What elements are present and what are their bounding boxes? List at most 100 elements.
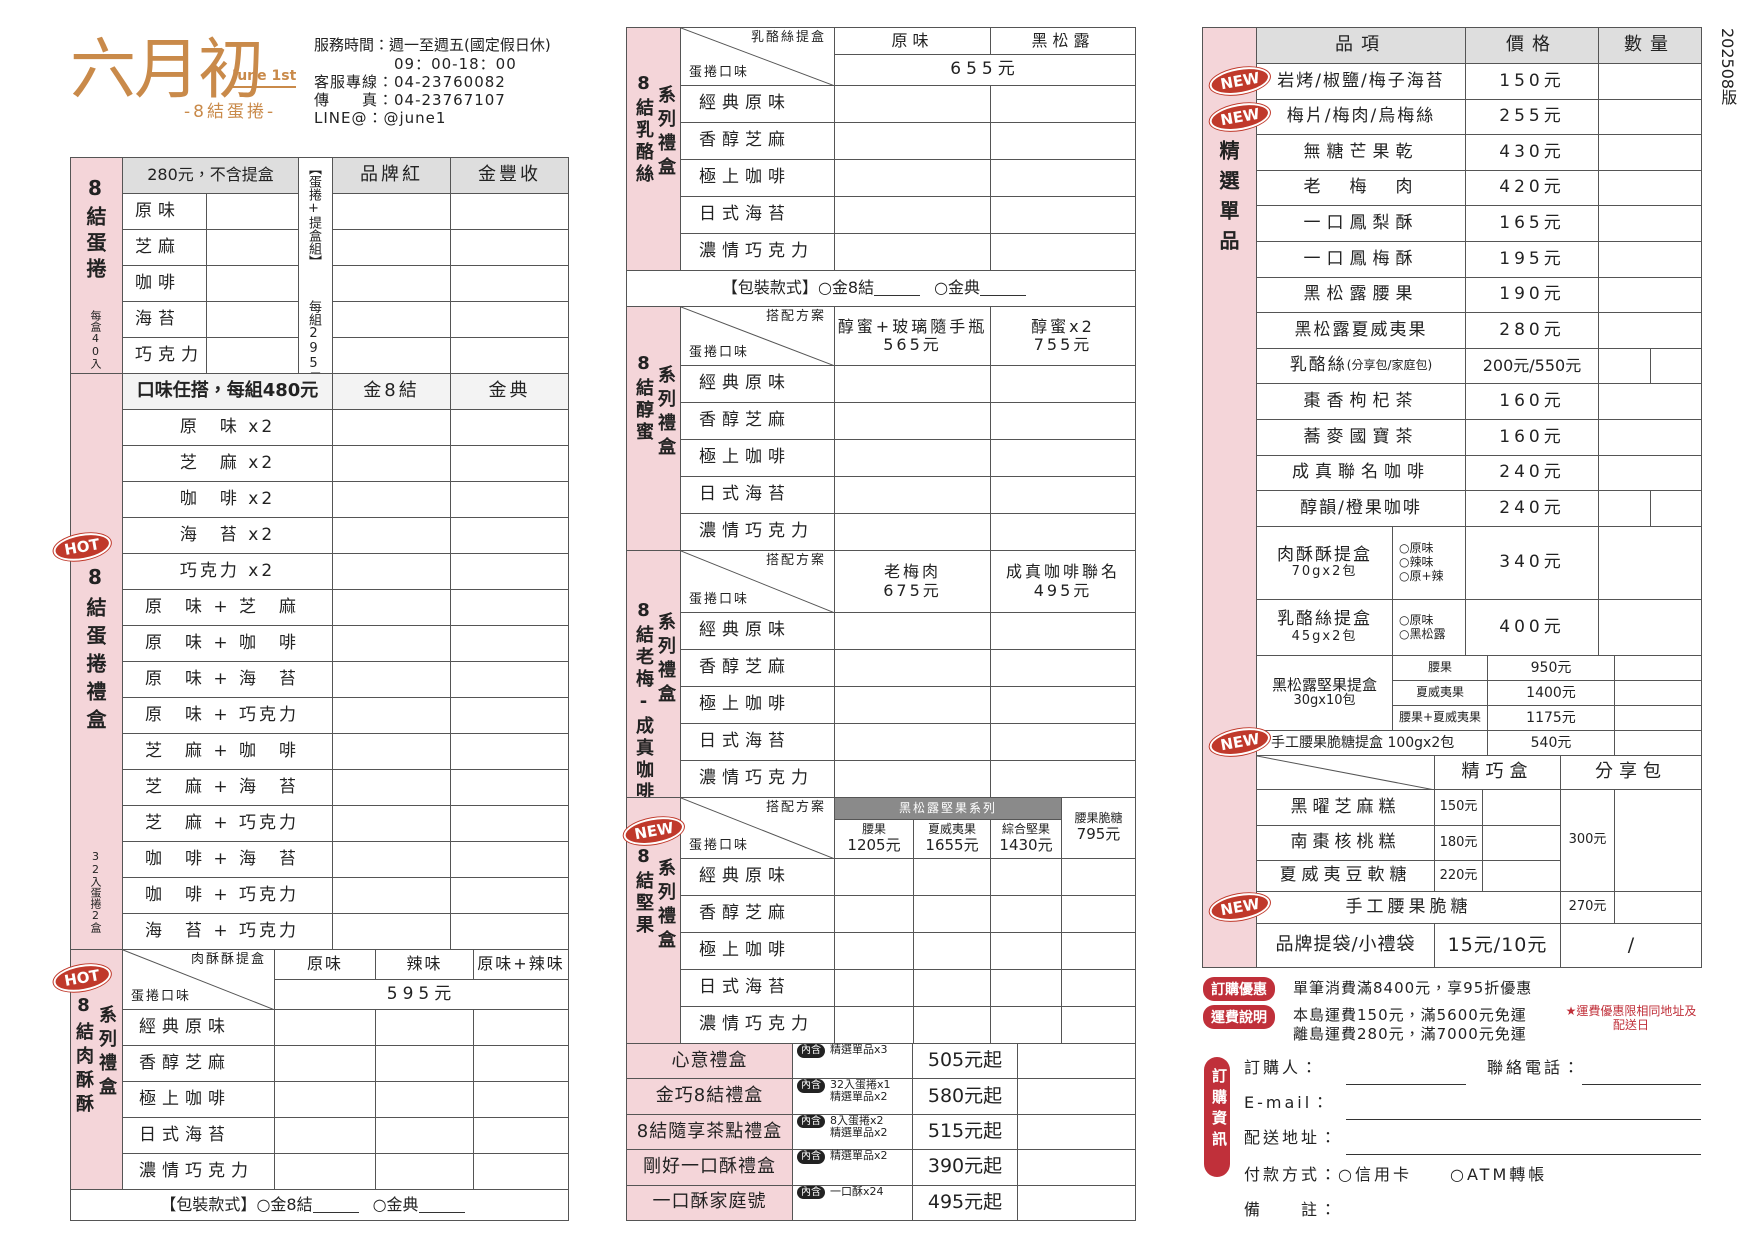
corner-bottom: 蛋捲口味 xyxy=(689,838,750,854)
corner-cell xyxy=(1256,755,1435,790)
underline xyxy=(1346,1154,1701,1155)
qty-cell xyxy=(1017,1149,1136,1186)
blank xyxy=(418,1198,465,1213)
box-price: 340元 xyxy=(1465,526,1599,600)
qty-cell xyxy=(450,553,569,590)
packaging-option: ○金典 xyxy=(934,278,981,298)
corner-bottom: 蛋捲口味 xyxy=(131,989,192,1005)
qty-cell xyxy=(834,686,991,724)
qty-cell xyxy=(375,1009,474,1046)
sweet-price: 180元 xyxy=(1434,825,1483,861)
qty-cell xyxy=(274,1153,376,1190)
packaging-option: ○金8結 xyxy=(817,278,875,298)
item-name: 醇韻/橙果咖啡 xyxy=(1256,490,1466,527)
side-cell xyxy=(626,550,681,798)
box-price: 540元 xyxy=(1487,730,1615,756)
qty-cell xyxy=(913,969,991,1007)
qty-cell xyxy=(450,769,569,806)
pay-option: ○ATM轉帳 xyxy=(1450,1165,1548,1184)
item-price: 160元 xyxy=(1465,383,1599,420)
qty-cell xyxy=(1614,730,1702,756)
qty-cell xyxy=(1061,895,1136,933)
text: 肉酥酥提盒 xyxy=(1277,544,1372,565)
item-price: 195元 xyxy=(1465,241,1599,278)
qty-cell xyxy=(913,895,991,933)
item-name: 岩烤/椒鹽/梅子海苔 xyxy=(1256,63,1466,100)
combo-cell: 原 味 + 咖 啡 xyxy=(122,625,333,662)
diagonal-line xyxy=(123,950,275,1010)
note-text: 單筆消費滿8400元，享95折優惠 xyxy=(1293,979,1533,997)
packaging-label: 【包裝款式】 xyxy=(160,1194,257,1214)
note-text: 本島運費150元，滿5600元免運 xyxy=(1293,1006,1527,1024)
gift-price: 390元起 xyxy=(912,1149,1018,1186)
blank xyxy=(980,281,1027,296)
qty-cell xyxy=(834,723,991,761)
header-cell: 品項 xyxy=(1256,27,1466,64)
qty-cell xyxy=(450,913,569,950)
flavor-cell: 咖啡 xyxy=(122,265,207,302)
qty-cell xyxy=(834,932,914,970)
combo-cell: 原 味 x2 xyxy=(122,409,333,446)
bag-share: / xyxy=(1560,923,1702,968)
qty-cell xyxy=(332,301,451,338)
plan-cell: 腰果 1205元 xyxy=(834,819,914,859)
item-name-text: 梅片/梅肉/烏梅絲 xyxy=(1286,106,1436,127)
qty-cell xyxy=(990,1006,1062,1044)
header-cell: 金典 xyxy=(450,373,569,410)
variant-price: 950元 xyxy=(1487,655,1615,681)
combo-cell: 芝 麻 + 咖 啡 xyxy=(122,733,333,770)
qty-cell xyxy=(1061,932,1136,970)
qty-cell xyxy=(473,1153,569,1190)
qty-cell xyxy=(332,733,451,770)
option-cell: 原味+辣味 xyxy=(473,949,569,980)
qty-cell xyxy=(450,301,569,338)
box-option: ○黑松露 xyxy=(1399,626,1446,641)
option-cell: 黑松露 xyxy=(990,27,1136,55)
gift-price: 580元起 xyxy=(912,1078,1018,1115)
blank xyxy=(874,281,921,296)
gift-contents: 內含 一口酥x24 xyxy=(792,1184,913,1221)
combo-cell: 海 苔 + 巧克力 xyxy=(122,913,333,950)
flavor-cell: 濃情巧克力 xyxy=(680,760,835,798)
qty-cell xyxy=(450,841,569,878)
qty-cell xyxy=(990,932,1062,970)
flavor-cell: 極上咖啡 xyxy=(680,439,835,477)
box-option: ○原味 xyxy=(1399,541,1434,556)
qty-cell xyxy=(450,265,569,302)
gift-name: 剛好一口酥禮盒 xyxy=(626,1149,793,1186)
combo-cell: 咖 啡 x2 xyxy=(122,481,333,518)
qty-cell xyxy=(834,365,991,403)
corner-top: 搭配方案 xyxy=(765,309,826,324)
box-option: ○辣味 xyxy=(1399,555,1434,570)
diagonal xyxy=(681,798,835,859)
item-name: 一口鳳梅酥 xyxy=(1256,241,1466,278)
qty-cell xyxy=(1598,526,1702,600)
vertical-label: 8結蛋捲 xyxy=(83,176,107,284)
qty-cell xyxy=(1061,858,1136,896)
diagonal xyxy=(681,28,835,86)
qty-cell xyxy=(332,841,451,878)
qty-cell xyxy=(332,517,451,554)
qty-cell xyxy=(834,233,991,271)
item-name: 黑松露夏威夷果 xyxy=(1256,312,1466,349)
tag: 內含 xyxy=(797,1114,825,1129)
header-cell: 分享包 xyxy=(1560,755,1702,790)
qty-cell xyxy=(834,476,991,514)
qty-cell xyxy=(1598,63,1702,100)
header-cell: 金8結 xyxy=(332,373,451,410)
item-name: 一口鳳梨酥 xyxy=(1256,205,1466,242)
qty-cell xyxy=(332,697,451,734)
header-cell: 280元，不含提盒 xyxy=(122,157,299,194)
vertical-label: 8結醇蜜 xyxy=(633,353,654,444)
qty-cell xyxy=(1598,490,1651,527)
qty-cell xyxy=(375,1045,474,1082)
qty-cell xyxy=(1017,1078,1136,1115)
bag-name: 品牌提袋/小禮袋 xyxy=(1256,923,1435,968)
item-price: 190元 xyxy=(1465,276,1599,314)
qty-cell xyxy=(1061,969,1136,1007)
vertical-label: 系列禮盒 xyxy=(655,365,676,461)
vertical-label: 精選單品 xyxy=(1216,140,1240,260)
note-tag: 訂購優惠 xyxy=(1203,977,1275,1001)
variant-name: 夏威夷果 xyxy=(1392,680,1488,706)
diagonal xyxy=(1257,756,1435,790)
